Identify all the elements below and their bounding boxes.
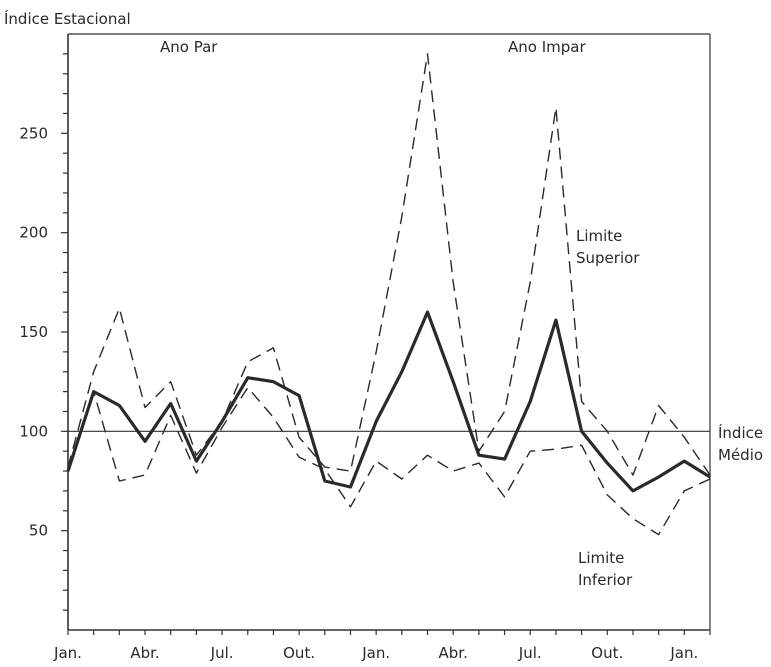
chart-marks [61,53,711,635]
y-tick-label: 50 [29,522,48,540]
period-label-even-year: Ano Par [160,38,218,56]
series-line-mean-index [66,310,711,493]
x-tick-label: Jan. [361,644,390,662]
period-label-odd-year: Ano Impar [508,38,586,56]
y-tick-label: 100 [19,422,48,440]
x-tick-label: Abr. [130,644,159,662]
series-line-upper-limit [67,53,711,476]
x-tick-label: Jan. [53,644,82,662]
reference-label-line1: Índice [718,423,763,442]
lower-limit-label-line2: Inferior [578,571,633,589]
y-axis-label: Índice Estacional [4,9,131,28]
reference-label-line2: Médio [718,446,763,464]
upper-limit-label-line1: Limite [576,227,622,245]
y-tick-label: 150 [19,323,48,341]
x-tick-label: Out. [591,644,623,662]
lower-limit-label-line1: Limite [578,549,624,567]
x-tick-label: Out. [283,644,315,662]
series-line-lower-limit [67,386,711,536]
x-tick-label: Abr. [439,644,468,662]
x-tick-label: Jul. [518,644,542,662]
chart-labels: Índice Estacional Ano Par Ano Impar Índi… [4,9,763,662]
plot-frame [67,33,711,631]
upper-limit-label-line2: Superior [576,249,640,267]
x-tick-label: Jan. [669,644,698,662]
x-tick-label: Jul. [210,644,234,662]
y-tick-label: 250 [19,124,48,142]
y-tick-label: 200 [19,224,48,242]
